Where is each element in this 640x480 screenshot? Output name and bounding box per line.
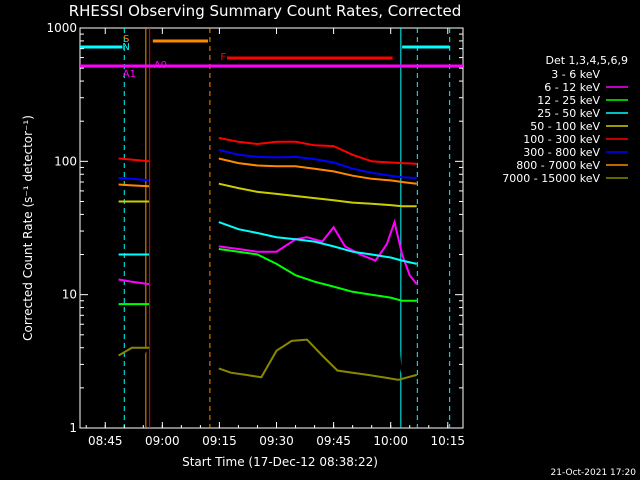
y-tick-label: 100	[54, 154, 77, 168]
series-line	[118, 346, 149, 357]
x-tick-label: 09:00	[145, 434, 180, 448]
footer-date: 21-Oct-2021 17:20	[551, 468, 637, 478]
legend-label: 100 - 300 keV	[523, 133, 600, 146]
legend-label: 6 - 12 keV	[544, 81, 600, 94]
series-line	[118, 157, 150, 163]
y-tick-label: 1	[69, 421, 77, 435]
legend-label: 3 - 6 keV	[551, 68, 600, 81]
x-axis-label: Start Time (17-Dec-12 08:38:22)	[182, 455, 378, 469]
legend-label: 12 - 25 keV	[537, 94, 600, 107]
y-axis-ticks: 1 10 100 1000	[46, 21, 463, 435]
annotation-a0: A0	[154, 60, 167, 71]
x-tick-label: 09:15	[202, 434, 237, 448]
series-line	[217, 229, 417, 406]
x-tick-label: 10:00	[373, 434, 408, 448]
legend-label: 300 - 800 keV	[523, 146, 600, 159]
state-bars	[80, 39, 463, 68]
annotation-a1: A1	[123, 69, 136, 80]
chart-title: RHESSI Observing Summary Count Rates, Co…	[69, 2, 462, 20]
y-tick-label: 1000	[46, 21, 77, 35]
series-line	[218, 136, 417, 165]
series-line	[218, 182, 417, 208]
y-tick-label: 10	[62, 288, 77, 302]
legend-label: 25 - 50 keV	[537, 107, 600, 120]
series-line	[218, 248, 417, 302]
x-tick-label: 09:30	[259, 434, 294, 448]
x-tick-label: 08:45	[88, 434, 123, 448]
plot-area: 08:45 09:00 09:15 09:30 09:45 10:00 10:15 1101…	[46, 21, 465, 448]
series-line	[118, 183, 150, 188]
legend-label: 7000 - 15000 keV	[502, 172, 600, 185]
x-axis-ticks: 08:45 09:00 09:15 09:30 09:45 10:00 10:15	[85, 28, 465, 448]
legend-title: Det 1,3,4,5,6,9	[545, 54, 628, 67]
series-line	[118, 177, 150, 182]
series-line	[218, 157, 417, 185]
state-annotations: SN A1 A0 F	[122, 34, 226, 80]
series-line	[218, 218, 418, 285]
series-lines	[118, 136, 418, 406]
annotation-n: N	[122, 42, 129, 53]
x-tick-label: 09:45	[316, 434, 351, 448]
plot-frame	[79, 27, 464, 429]
legend-label: 50 - 100 keV	[530, 120, 600, 133]
x-tick-label: 10:15	[430, 434, 465, 448]
event-markers	[123, 28, 451, 428]
y-axis-label: Corrected Count Rate (s⁻¹ detector⁻¹)	[21, 115, 35, 341]
legend-label: 800 - 7000 keV	[516, 159, 600, 172]
series-line	[218, 148, 417, 179]
series-line	[218, 221, 417, 265]
series-line	[118, 344, 150, 379]
series-line	[218, 338, 417, 381]
series-line	[118, 278, 150, 286]
annotation-f: F	[220, 52, 226, 63]
annotation-s: S	[123, 34, 129, 45]
